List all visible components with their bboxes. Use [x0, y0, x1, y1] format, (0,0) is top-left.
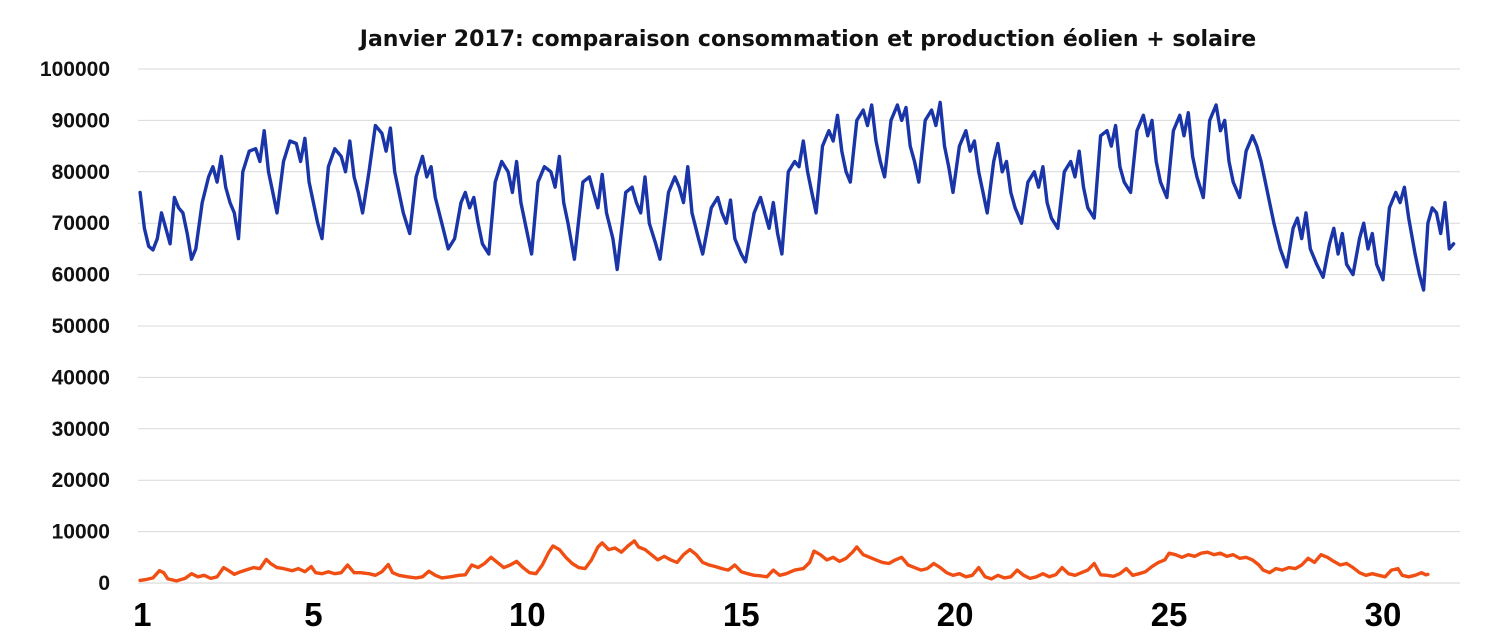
y-tick-label: 0 — [98, 572, 110, 595]
x-tick-label: 25 — [1151, 596, 1188, 633]
y-axis-ticks: 0 10000 20000 30000 40000 50000 60000 70000 8000… — [40, 58, 110, 595]
y-tick-label: 10000 — [52, 521, 110, 544]
y-tick-label: 30000 — [52, 418, 110, 441]
series-lines — [138, 100, 1456, 583]
y-tick-label: 80000 — [52, 161, 110, 184]
x-tick-label: 30 — [1365, 596, 1402, 633]
x-axis-ticks: 1 5 10 15 20 25 30 — [133, 596, 1401, 633]
gridlines — [138, 68, 1460, 584]
x-tick-label: 20 — [937, 596, 974, 633]
y-tick-label: 70000 — [52, 212, 110, 235]
y-tick-label: 40000 — [52, 366, 110, 389]
x-tick-label: 5 — [304, 596, 322, 633]
y-tick-label: 90000 — [52, 109, 110, 132]
y-tick-label: 100000 — [40, 58, 110, 81]
series-line-2 — [138, 539, 1430, 583]
y-tick-label: 20000 — [52, 469, 110, 492]
y-tick-label: 60000 — [52, 264, 110, 287]
y-tick-label: 50000 — [52, 315, 110, 338]
x-tick-label: 1 — [133, 596, 151, 633]
x-tick-label: 15 — [723, 596, 760, 633]
x-tick-label: 10 — [509, 596, 546, 633]
chart-title: Janvier 2017: comparaison consommation e… — [358, 27, 1256, 52]
series-line-1 — [138, 100, 1456, 292]
